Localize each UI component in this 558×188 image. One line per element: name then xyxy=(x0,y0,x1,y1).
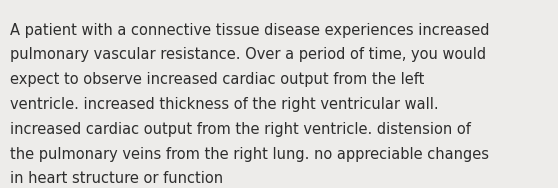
Text: pulmonary vascular resistance. Over a period of time, you would: pulmonary vascular resistance. Over a pe… xyxy=(10,47,486,62)
Text: in heart structure or function: in heart structure or function xyxy=(10,171,223,186)
Text: A patient with a connective tissue disease experiences increased: A patient with a connective tissue disea… xyxy=(10,23,489,38)
Text: the pulmonary veins from the right lung. no appreciable changes: the pulmonary veins from the right lung.… xyxy=(10,147,489,162)
Text: increased cardiac output from the right ventricle. distension of: increased cardiac output from the right … xyxy=(10,122,471,137)
Text: ventricle. increased thickness of the right ventricular wall.: ventricle. increased thickness of the ri… xyxy=(10,97,439,112)
Text: expect to observe increased cardiac output from the left: expect to observe increased cardiac outp… xyxy=(10,72,425,87)
